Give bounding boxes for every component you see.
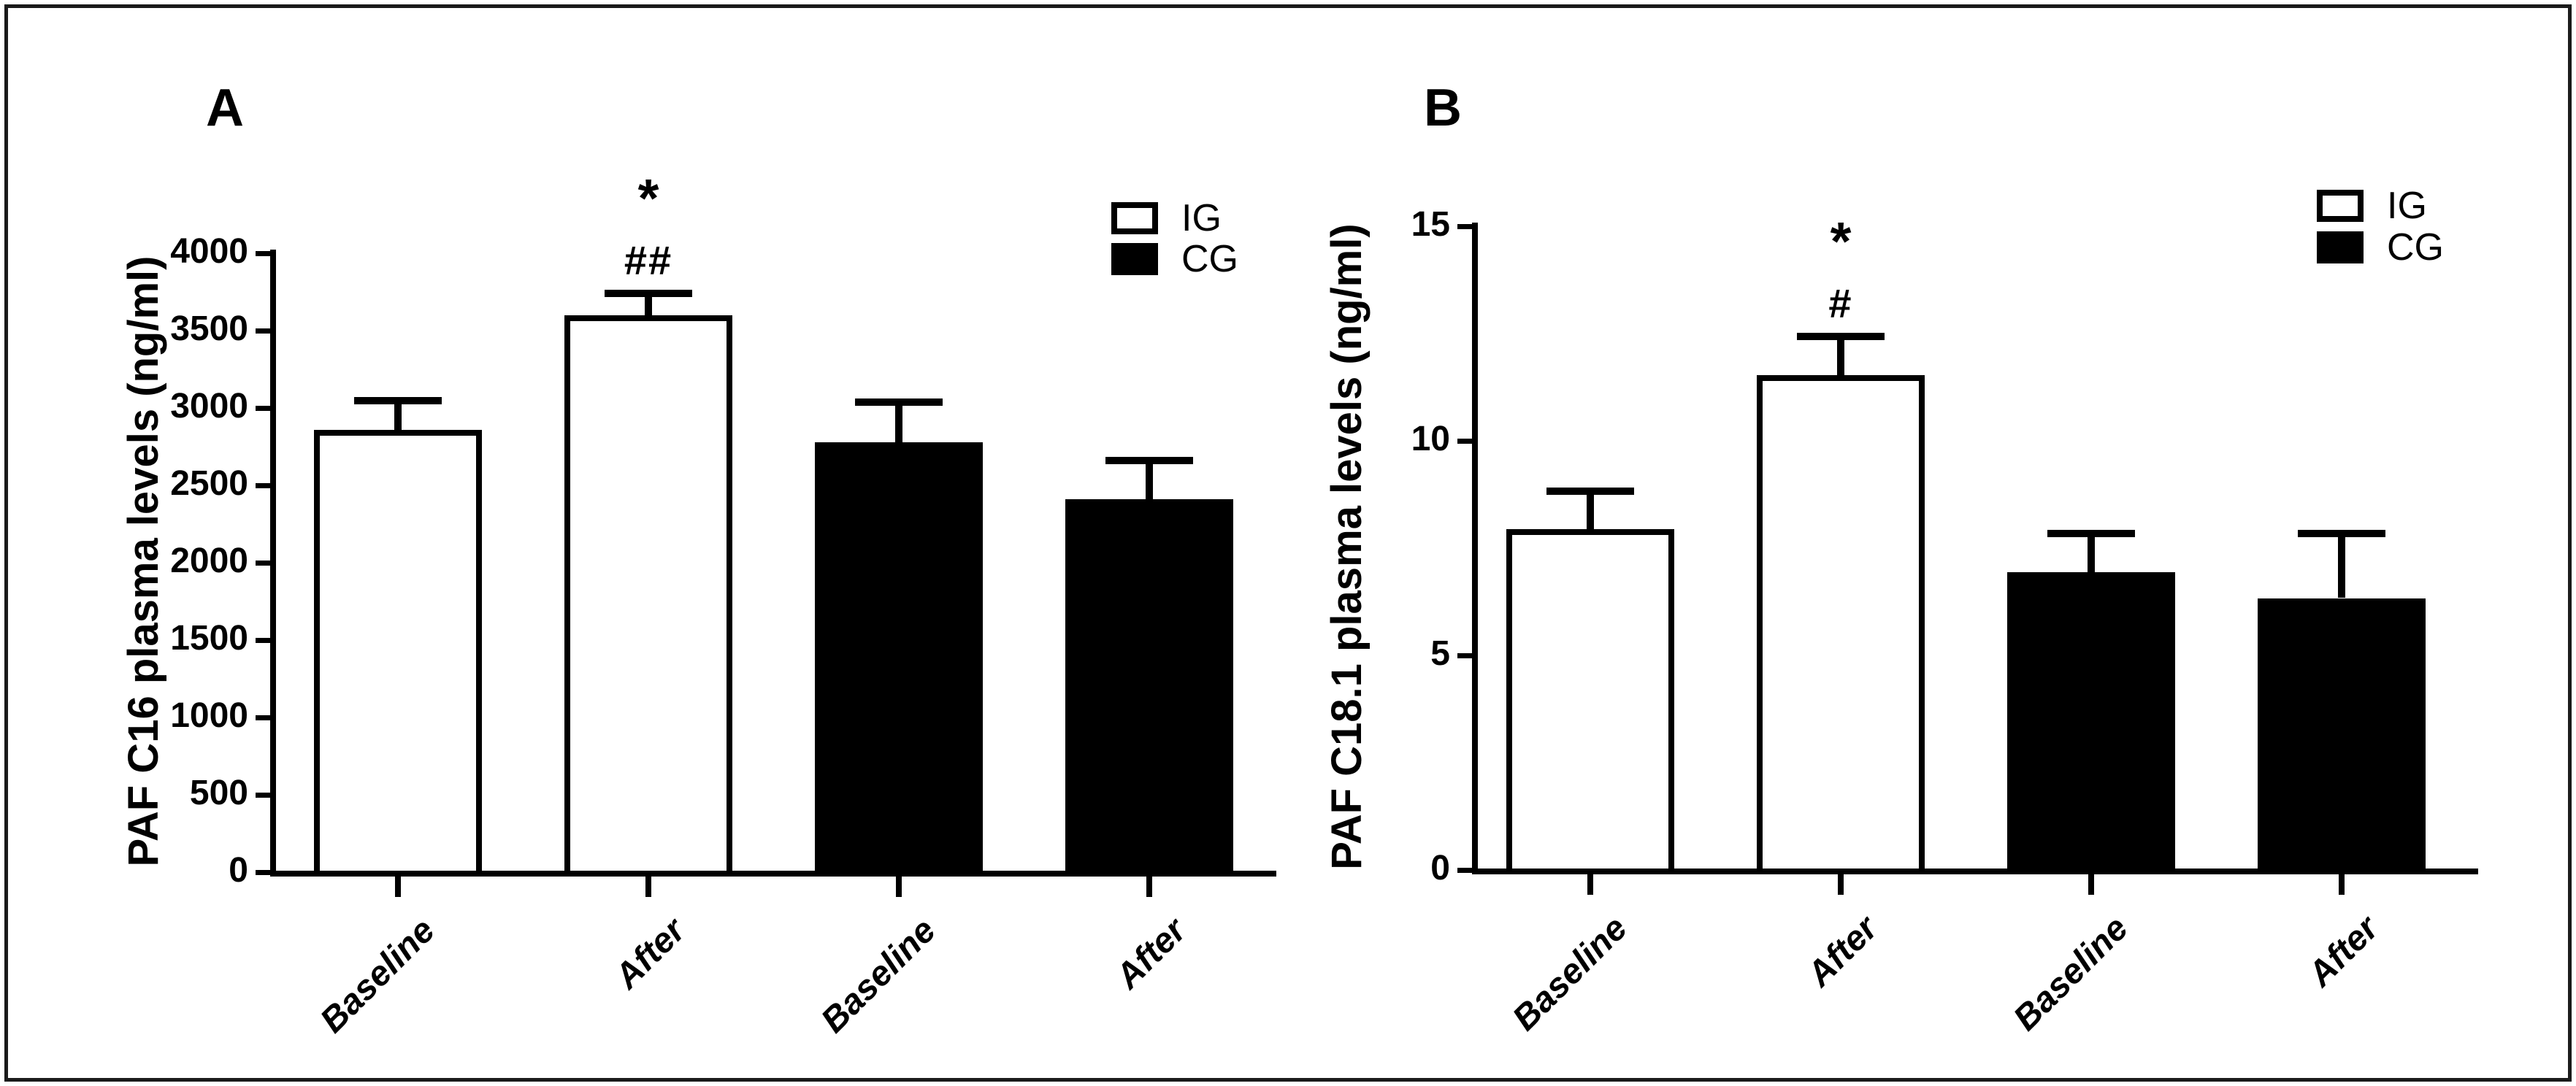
y-axis-tick — [256, 715, 270, 720]
bar-cg-after — [1065, 499, 1233, 877]
bar-ig-baseline — [1506, 529, 1674, 874]
bar-ig-baseline — [314, 430, 482, 877]
error-bar-stem — [394, 401, 402, 430]
y-axis-tick — [1457, 224, 1472, 229]
y-tick-label: 1000 — [170, 696, 248, 735]
y-tick-label: 500 — [189, 774, 248, 812]
error-bar-cap — [605, 290, 692, 297]
x-axis-line — [1472, 869, 2478, 874]
bar-cg-baseline — [815, 442, 983, 877]
y-axis-tick — [256, 406, 270, 411]
error-bar-cap — [1797, 333, 1885, 340]
panel-label: A — [206, 79, 244, 137]
x-axis-tick — [1587, 874, 1593, 895]
x-tick-label: Baseline — [1505, 909, 1635, 1039]
bar-ig-after — [564, 315, 732, 877]
bar-cg-baseline — [2007, 572, 2175, 874]
y-axis-title: PAF C18.1 plasma levels (ng/ml) — [1323, 223, 1371, 870]
panel-label: B — [1424, 79, 1462, 137]
y-axis-tick — [256, 561, 270, 566]
y-axis-tick — [256, 251, 270, 256]
y-tick-label: 4000 — [170, 232, 248, 271]
y-tick-label: 1500 — [170, 619, 248, 658]
annotation-hash: ## — [624, 237, 673, 283]
error-bar-stem — [895, 402, 902, 442]
error-bar-stem — [2338, 534, 2345, 598]
y-axis-tick — [1457, 653, 1472, 658]
error-bar-cap — [1105, 457, 1193, 464]
error-bar-stem — [1587, 491, 1594, 530]
x-tick-label: After — [1800, 909, 1885, 994]
y-axis-tick — [256, 870, 270, 875]
y-axis-tick — [1457, 439, 1472, 444]
y-tick-label: 15 — [1411, 205, 1450, 244]
y-tick-label: 2000 — [170, 542, 248, 580]
annotation-star: * — [637, 168, 659, 228]
error-bar-stem — [1146, 461, 1153, 499]
bar-cg-after — [2258, 598, 2426, 874]
x-tick-label: Baseline — [2006, 909, 2136, 1039]
y-tick-label: 3500 — [170, 309, 248, 348]
figure-border — [4, 4, 2572, 1082]
legend-swatch-ig — [2317, 190, 2364, 222]
annotation-star: * — [1830, 211, 1852, 272]
legend-label-ig: IG — [2387, 185, 2427, 227]
y-tick-label: 3000 — [170, 387, 248, 425]
y-tick-label: 10 — [1411, 420, 1450, 458]
error-bar-cap — [2047, 530, 2135, 537]
x-axis-tick — [1146, 877, 1152, 897]
x-axis-line — [270, 871, 1276, 877]
y-axis-tick — [256, 483, 270, 488]
y-tick-label: 2500 — [170, 464, 248, 503]
error-bar-cap — [354, 397, 442, 404]
legend-label-cg: CG — [2387, 226, 2444, 269]
error-bar-stem — [2088, 534, 2095, 572]
error-bar-cap — [855, 398, 943, 406]
legend-swatch-cg — [1111, 243, 1158, 275]
x-axis-tick — [645, 877, 651, 897]
y-axis-line — [270, 250, 276, 877]
x-tick-label: After — [2301, 909, 2386, 994]
annotation-hash: # — [1828, 280, 1853, 326]
legend-label-ig: IG — [1181, 197, 1222, 239]
legend-label-cg: CG — [1181, 238, 1238, 280]
y-axis-tick — [256, 638, 270, 643]
legend-swatch-ig — [1111, 202, 1158, 234]
error-bar-cap — [2298, 530, 2385, 537]
x-axis-tick — [395, 877, 401, 897]
error-bar-stem — [645, 293, 652, 315]
error-bar-stem — [1837, 336, 1844, 375]
y-axis-tick — [256, 328, 270, 334]
y-axis-tick — [256, 793, 270, 798]
legend-swatch-cg — [2317, 231, 2364, 263]
y-tick-label: 0 — [1430, 849, 1450, 887]
x-axis-tick — [896, 877, 902, 897]
x-axis-tick — [1838, 874, 1844, 895]
y-tick-label: 5 — [1430, 634, 1450, 673]
bar-ig-after — [1757, 375, 1925, 874]
y-tick-label: 0 — [229, 851, 248, 890]
y-axis-line — [1472, 223, 1478, 874]
x-axis-tick — [2088, 874, 2094, 895]
error-bar-cap — [1546, 488, 1634, 495]
x-axis-tick — [2339, 874, 2345, 895]
y-axis-tick — [1457, 868, 1472, 873]
